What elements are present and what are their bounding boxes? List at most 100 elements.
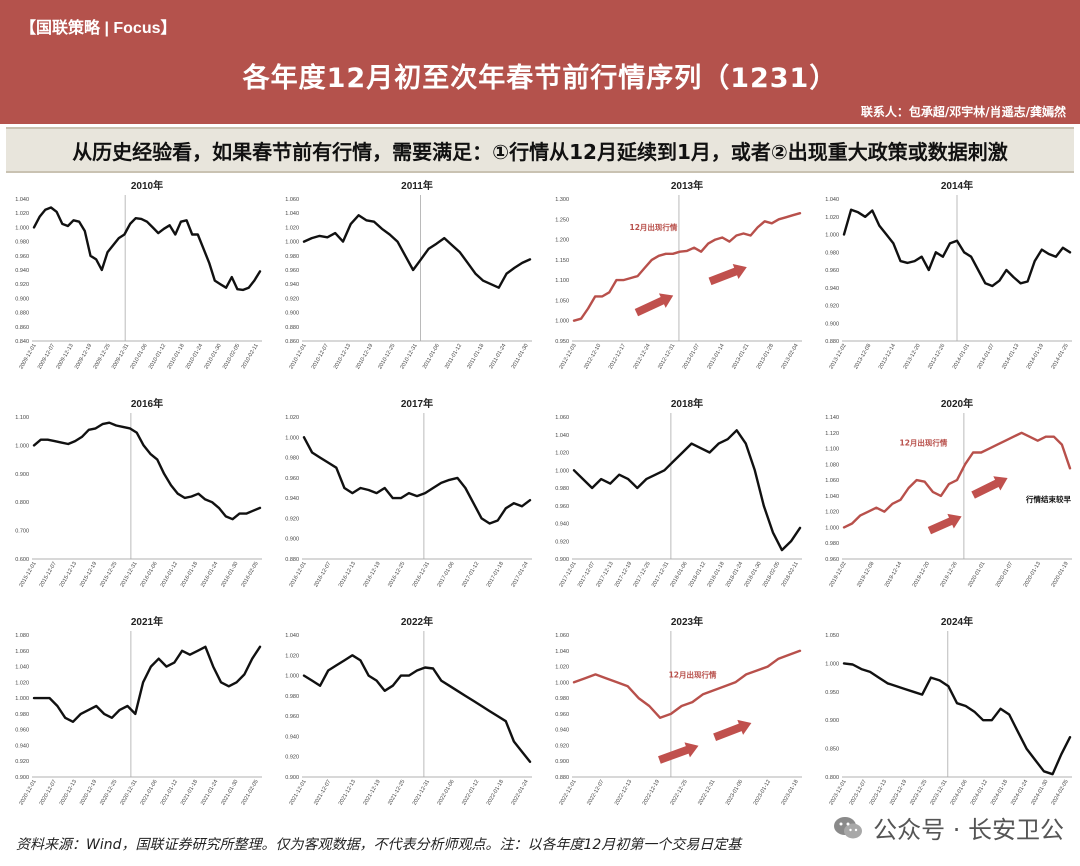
x-tick-label: 2020-12-19 [79, 779, 98, 806]
y-tick-label: 0.900 [15, 775, 29, 781]
x-tick-label: 2010-02-11 [241, 343, 260, 370]
x-tick-label: 2014-01-19 [1026, 343, 1045, 370]
chart-2010年: 2010年 0.840 0.860 0.880 0.900 0.920 0.940 0.960… [15, 179, 262, 370]
y-tick-label: 1.000 [285, 435, 299, 441]
y-tick-label: 0.980 [15, 240, 29, 246]
x-tick-label: 2017-12-19 [614, 561, 633, 588]
x-tick-label: 2013-01-21 [731, 343, 750, 370]
y-tick-label: 1.020 [15, 211, 29, 217]
x-tick-label: 2023-12-25 [909, 779, 928, 806]
chart-grid: 2010年 0.840 0.860 0.880 0.900 0.920 0.940 0.960… [0, 175, 1080, 825]
y-tick-label: 1.100 [825, 447, 839, 453]
x-tick-label: 2017-01-06 [436, 561, 455, 588]
y-tick-label: 0.980 [825, 541, 839, 547]
x-tick-label: 2022-01-24 [510, 779, 529, 806]
chart-title: 2020年 [941, 397, 973, 410]
chart-title: 2018年 [671, 397, 703, 410]
x-tick-label: 2013-12-26 [927, 343, 946, 370]
x-tick-label: 2010-12-19 [355, 343, 374, 370]
x-tick-label: 2016-12-01 [288, 561, 307, 588]
y-tick-label: 0.900 [555, 557, 569, 563]
x-tick-label: 2016-01-30 [220, 561, 239, 588]
y-tick-label: 0.960 [825, 268, 839, 274]
y-tick-label: 1.060 [555, 633, 569, 639]
y-tick-label: 1.200 [555, 238, 569, 244]
y-tick-label: 1.020 [285, 653, 299, 659]
x-tick-label: 2010-12-13 [333, 343, 352, 370]
y-tick-label: 0.920 [555, 743, 569, 749]
y-tick-label: 1.000 [285, 240, 299, 246]
x-tick-label: 2011-01-06 [422, 343, 441, 370]
chart-title: 2013年 [671, 179, 703, 192]
x-tick-label: 2024-01-06 [950, 779, 969, 806]
x-tick-label: 2009-12-13 [55, 343, 74, 370]
watermark-text: 公众号 · 长安卫公 [873, 816, 1064, 844]
chart-title: 2014年 [941, 179, 973, 192]
chart-title: 2010年 [131, 179, 163, 192]
y-tick-label: 1.020 [825, 215, 839, 221]
x-tick-label: 2023-12-19 [889, 779, 908, 806]
x-tick-label: 2023-12-07 [849, 779, 868, 806]
x-tick-label: 2018-01-06 [669, 561, 688, 588]
y-tick-label: 0.960 [285, 714, 299, 720]
y-tick-label: 0.940 [15, 743, 29, 749]
x-tick-label: 2012-12-10 [583, 343, 602, 370]
y-tick-label: 0.880 [825, 339, 839, 345]
x-tick-label: 2024-01-18 [990, 779, 1009, 806]
y-tick-label: 0.900 [825, 718, 839, 724]
x-tick-label: 2013-01-07 [682, 343, 701, 370]
x-tick-label: 2016-01-06 [140, 561, 159, 588]
x-tick-label: 2019-12-14 [884, 561, 903, 588]
chart-2021年: 2021年 0.900 0.920 0.940 0.960 0.980 1.000 1.020… [15, 615, 262, 806]
y-tick-label: 1.060 [285, 197, 299, 203]
y-tick-label: 0.960 [555, 504, 569, 510]
report-tag: 【国联策略 | Focus】 [20, 20, 177, 37]
y-tick-label: 0.950 [555, 339, 569, 345]
series-line [32, 206, 262, 292]
y-tick-label: 1.000 [555, 319, 569, 325]
y-tick-label: 0.900 [15, 472, 29, 478]
x-tick-label: 2020-01-13 [1023, 561, 1042, 588]
y-tick-label: 0.700 [15, 529, 29, 535]
y-tick-label: 0.920 [285, 755, 299, 761]
x-tick-label: 2015-12-31 [119, 561, 138, 588]
y-tick-label: 0.980 [15, 712, 29, 718]
y-tick-label: 0.840 [15, 339, 29, 345]
x-tick-label: 2017-01-24 [510, 561, 529, 588]
y-tick-label: 0.980 [825, 250, 839, 256]
y-tick-label: 1.060 [15, 649, 29, 655]
y-tick-label: 0.980 [285, 694, 299, 700]
trend-arrow [634, 293, 674, 317]
x-tick-label: 2018-02-05 [762, 561, 781, 588]
y-tick-label: 0.920 [285, 516, 299, 522]
y-tick-label: 0.850 [825, 747, 839, 753]
x-tick-label: 2017-12-13 [595, 561, 614, 588]
chart-title: 2021年 [131, 615, 163, 628]
trend-arrow [971, 476, 1008, 499]
x-tick-label: 2011-01-12 [444, 343, 463, 370]
y-tick-label: 0.860 [15, 325, 29, 331]
annotation-label: 12月出现行情 [900, 437, 948, 447]
x-tick-label: 2018-01-12 [688, 561, 707, 588]
x-tick-label: 2011-01-24 [488, 343, 507, 370]
y-tick-label: 1.000 [825, 661, 839, 667]
chart-title: 2017年 [401, 397, 433, 410]
x-tick-label: 2017-12-31 [651, 561, 670, 588]
y-tick-label: 1.250 [555, 217, 569, 223]
x-tick-label: 2009-12-25 [92, 343, 111, 370]
y-tick-label: 0.880 [285, 557, 299, 563]
chart-title: 2011年 [401, 179, 433, 192]
x-tick-label: 2020-12-31 [119, 779, 138, 806]
x-tick-label: 2021-01-18 [180, 779, 199, 806]
x-tick-label: 2018-01-24 [725, 561, 744, 588]
trend-arrow [713, 719, 752, 741]
x-tick-label: 2014-01-07 [976, 343, 995, 370]
x-tick-label: 2013-01-28 [756, 343, 775, 370]
annotation-label: 12月出现行情 [669, 670, 717, 680]
x-tick-label: 2022-12-31 [697, 779, 716, 806]
y-tick-label: 1.300 [555, 197, 569, 203]
x-tick-label: 2023-01-18 [780, 779, 799, 806]
y-tick-label: 0.960 [555, 712, 569, 718]
x-tick-label: 2010-12-07 [311, 343, 330, 370]
y-tick-label: 1.040 [285, 211, 299, 217]
